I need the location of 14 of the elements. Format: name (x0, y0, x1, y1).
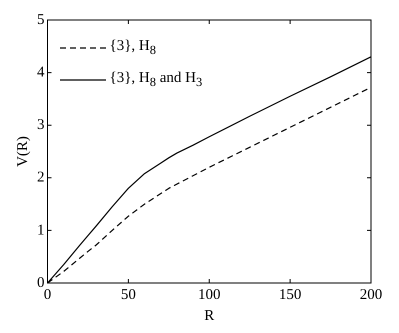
y-tick-label: 2 (37, 170, 44, 186)
y-tick-label: 1 (37, 222, 44, 238)
x-tick-label: 200 (360, 286, 382, 303)
legend-label: {3}, H$_{8}$ (110, 37, 156, 59)
y-tick-label: 4 (37, 64, 45, 81)
y-tick-label: 3 (37, 117, 44, 134)
x-tick-label: 50 (120, 286, 136, 303)
x-tick-label: 100 (198, 286, 220, 303)
y-tick-label: 5 (37, 12, 44, 28)
y-axis-title: V(R) (14, 136, 31, 167)
legend-label: {3}, H$_{8}$ and H$_{3}$ (110, 69, 202, 91)
y-tick-label: 0 (37, 274, 44, 291)
x-axis-title: R (204, 308, 214, 324)
x-tick-label: 150 (278, 286, 302, 303)
